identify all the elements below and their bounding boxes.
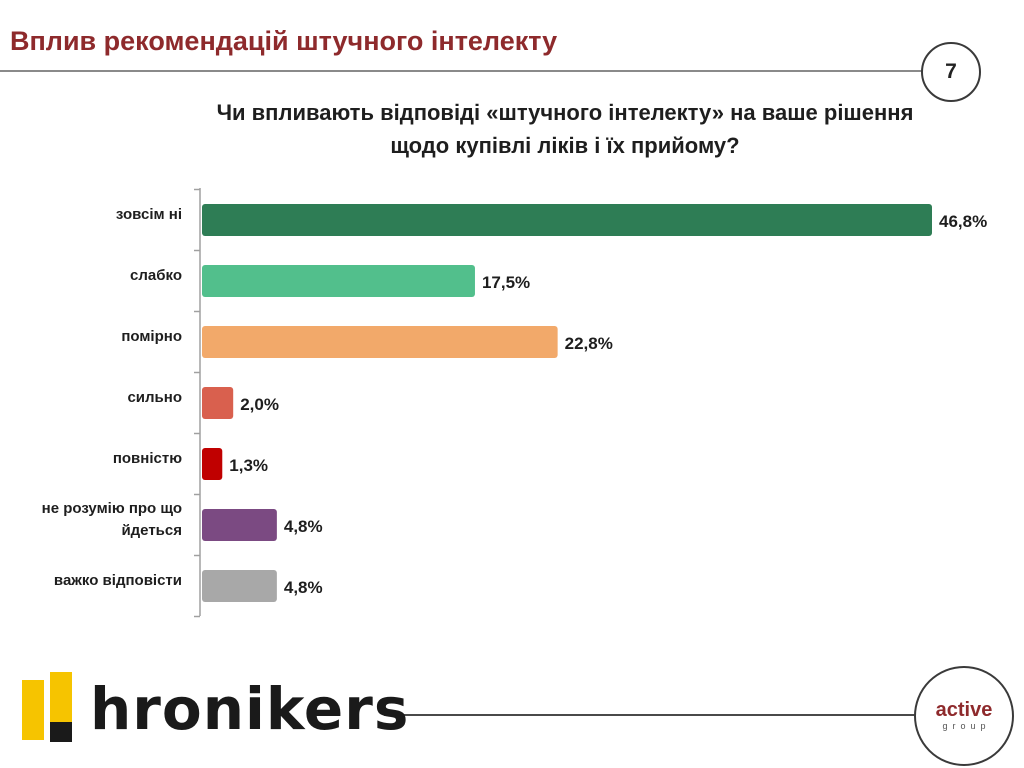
data-label: 46,8% bbox=[939, 212, 987, 231]
category-label-line: не розумію про що bbox=[42, 500, 182, 517]
page-number: 7 bbox=[945, 60, 957, 83]
bar-6 bbox=[202, 509, 277, 541]
active-logo-word: active bbox=[935, 699, 993, 721]
bar-2 bbox=[202, 265, 475, 297]
data-label: 17,5% bbox=[482, 273, 530, 292]
slide-title: Вплив рекомендацій штучного інтелекту bbox=[10, 26, 558, 56]
hronikers-mark-icon bbox=[22, 672, 72, 742]
data-label: 2,0% bbox=[240, 395, 279, 414]
category-label: помірно bbox=[121, 328, 182, 345]
active-logo-subword: group bbox=[942, 721, 991, 731]
category-label-line: слабко bbox=[130, 267, 182, 284]
bar-5 bbox=[202, 448, 223, 480]
data-label: 4,8% bbox=[284, 517, 323, 536]
page-number-badge: 7 bbox=[921, 42, 981, 102]
data-label: 22,8% bbox=[565, 334, 613, 353]
category-label-line: помірно bbox=[121, 328, 182, 345]
category-label-line: зовсім ні bbox=[116, 206, 182, 223]
bar-4 bbox=[202, 387, 234, 419]
question-line-1: Чи впливають відповіді «штучного інтелек… bbox=[216, 100, 914, 125]
question-line-2: щодо купівлі ліків і їх прийому? bbox=[390, 133, 740, 158]
category-label: зовсім ні bbox=[116, 206, 182, 223]
footer-divider bbox=[384, 714, 918, 716]
category-label-line: йдеться bbox=[121, 522, 182, 539]
bar-7 bbox=[202, 570, 277, 602]
category-label: слабко bbox=[130, 267, 182, 284]
category-label: повністю bbox=[113, 450, 182, 467]
bar-3 bbox=[202, 326, 558, 358]
category-label: не розумію про що йдеться bbox=[42, 500, 182, 539]
active-group-logo: active group bbox=[914, 666, 1014, 766]
data-label: 4,8% bbox=[284, 578, 323, 597]
chart-question: Чи впливають відповіді «штучного інтелек… bbox=[150, 96, 980, 162]
logo-bar-yellow-left bbox=[22, 680, 44, 740]
category-label-line: повністю bbox=[113, 450, 182, 467]
hronikers-wordmark: hronikers bbox=[90, 675, 410, 743]
bar-chart: зовсім ні 46,8% слабко 17,5% помірно 22,8% сил… bbox=[42, 188, 987, 618]
category-label-line: сильно bbox=[127, 389, 182, 406]
title-divider bbox=[0, 70, 922, 72]
category-label: важко відповісти bbox=[54, 572, 182, 589]
logo-bar-yellow-right bbox=[50, 672, 72, 722]
bar-1 bbox=[202, 204, 932, 236]
data-label: 1,3% bbox=[229, 456, 268, 475]
category-label: сильно bbox=[127, 389, 182, 406]
logo-bar-dark bbox=[50, 722, 72, 742]
category-label-line: важко відповісти bbox=[54, 572, 182, 589]
